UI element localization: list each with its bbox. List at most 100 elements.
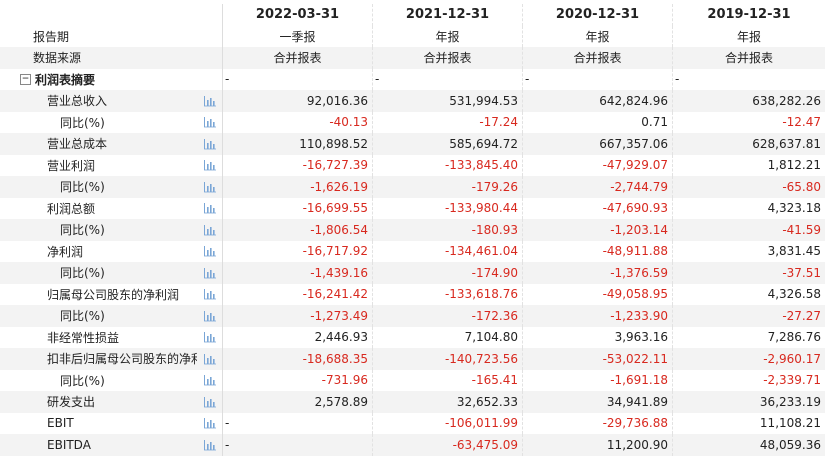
row-value-col-1: -16,241.42 <box>223 283 373 305</box>
row-label: 净利润 <box>47 244 84 259</box>
row-value-col-2: 531,994.53 <box>373 90 523 112</box>
row-value-col-2: -133,618.76 <box>373 283 523 305</box>
bar-chart-icon[interactable] <box>197 305 223 327</box>
period-col-3: 年报 <box>523 25 673 47</box>
row-value-col-3: -1,233.90 <box>523 305 673 327</box>
bar-chart-icon[interactable] <box>197 90 223 112</box>
bar-chart-icon[interactable] <box>197 133 223 155</box>
bar-chart-icon[interactable] <box>197 154 223 176</box>
row-value-col-3: -47,929.07 <box>523 154 673 176</box>
row-value-col-2: -140,723.56 <box>373 348 523 370</box>
row-value-col-2: -180.93 <box>373 219 523 241</box>
bar-chart-icon[interactable] <box>197 197 223 219</box>
row-value-col-1: -40.13 <box>223 111 373 133</box>
table-row[interactable]: 非经常性损益 2,446.93 7,104.80 3,963.16 7,286.76 <box>0 326 825 348</box>
bar-chart-icon[interactable] <box>197 262 223 284</box>
row-label: 非经常性损益 <box>47 330 120 345</box>
row-label: 同比(%) <box>60 309 105 324</box>
table-row[interactable]: 扣非后归属母公司股东的净利 -18,688.35 -140,723.56 -53,02… <box>0 348 825 370</box>
bar-chart-icon[interactable] <box>197 391 223 413</box>
row-value-col-4: -2,960.17 <box>763 351 821 366</box>
table-row[interactable]: 归属母公司股东的净利润 -16,241.42 -133,618.76 -49,058.… <box>0 283 825 305</box>
row-value-col-2: -133,980.44 <box>373 197 523 219</box>
row-value-col-3: -48,911.88 <box>523 240 673 262</box>
row-value-col-4: 1,812.21 <box>767 158 821 173</box>
table-row[interactable]: 同比(%) -1,806.54 -180.93 -1,203.14 -41.59 <box>0 219 825 241</box>
row-value-col-2: -134,461.04 <box>373 240 523 262</box>
row-value-col-2: -17.24 <box>373 111 523 133</box>
source-col-4: 合并报表 <box>724 51 773 66</box>
row-value-col-1: 2,446.93 <box>223 326 373 348</box>
bar-chart-icon[interactable] <box>197 434 223 456</box>
row-value-col-4: -37.51 <box>782 265 821 280</box>
row-value-col-1: 2,578.89 <box>223 391 373 413</box>
row-label: 同比(%) <box>60 115 105 130</box>
row-value-col-1: 92,016.36 <box>223 90 373 112</box>
row-value-col-3: 34,941.89 <box>523 391 673 413</box>
row-value-col-3: 642,824.96 <box>523 90 673 112</box>
date-col-3[interactable]: 2020-12-31 <box>523 4 673 26</box>
row-label: 同比(%) <box>60 373 105 388</box>
bar-chart-icon[interactable] <box>197 219 223 241</box>
row-value-col-4: -27.27 <box>782 308 821 323</box>
bar-chart-icon[interactable] <box>197 176 223 198</box>
table-row[interactable]: 营业总成本 110,898.52 585,694.72 667,357.06 628,6… <box>0 133 825 155</box>
date-col-4[interactable]: 2019-12-31 <box>707 7 791 23</box>
section-title: 利润表摘要 <box>35 72 96 87</box>
row-value-col-4: 7,286.76 <box>767 330 821 345</box>
bar-chart-icon[interactable] <box>197 412 223 434</box>
row-value-col-4: 628,637.81 <box>752 136 821 151</box>
row-value-col-4: 36,233.19 <box>759 394 821 409</box>
row-value-col-4: -41.59 <box>782 222 821 237</box>
row-label: EBIT <box>47 416 74 431</box>
row-value-col-1: - <box>223 412 373 434</box>
row-value-col-3: 667,357.06 <box>523 133 673 155</box>
table-row[interactable]: 同比(%) -40.13 -17.24 0.71 -12.47 <box>0 111 825 133</box>
table-row[interactable]: 营业利润 -16,727.39 -133,845.40 -47,929.07 1,812… <box>0 154 825 176</box>
table-row[interactable]: 同比(%) -1,626.19 -179.26 -2,744.79 -65.80 <box>0 176 825 198</box>
row-value-col-2: -172.36 <box>373 305 523 327</box>
source-col-3: 合并报表 <box>523 47 673 69</box>
header-date-row: 2022-03-31 2021-12-31 2020-12-31 2019-12… <box>0 4 825 26</box>
table-row[interactable]: EBIT - -106,011.99 -29,736.88 11,108.21 <box>0 412 825 434</box>
bar-chart-icon[interactable] <box>197 283 223 305</box>
row-label: 利润总额 <box>47 201 96 216</box>
row-value-col-3: 11,200.90 <box>523 434 673 456</box>
source-col-1: 合并报表 <box>223 47 373 69</box>
row-label: 归属母公司股东的净利润 <box>47 287 180 302</box>
table-row[interactable]: 同比(%) -731.96 -165.41 -1,691.18 -2,339.71 <box>0 369 825 391</box>
source-label: 数据来源 <box>33 51 82 66</box>
row-value-col-4: 4,323.18 <box>767 201 821 216</box>
row-value-col-1: -1,273.49 <box>223 305 373 327</box>
row-value-col-1: - <box>223 434 373 456</box>
period-col-1: 一季报 <box>223 25 373 47</box>
row-value-col-1: -16,717.92 <box>223 240 373 262</box>
row-value-col-1: -731.96 <box>223 369 373 391</box>
collapse-toggle-icon[interactable]: − <box>20 73 31 85</box>
row-label: 同比(%) <box>60 266 105 281</box>
bar-chart-icon[interactable] <box>197 326 223 348</box>
bar-chart-icon[interactable] <box>197 348 223 370</box>
row-value-col-3: -1,376.59 <box>523 262 673 284</box>
bar-chart-icon[interactable] <box>197 369 223 391</box>
bar-chart-icon[interactable] <box>197 240 223 262</box>
table-row[interactable]: 净利润 -16,717.92 -134,461.04 -48,911.88 3,831.… <box>0 240 825 262</box>
row-label: EBITDA <box>47 437 91 452</box>
table-row[interactable]: 同比(%) -1,439.16 -174.90 -1,376.59 -37.51 <box>0 262 825 284</box>
source-row: 数据来源 合并报表 合并报表 合并报表 合并报表 <box>0 47 825 69</box>
table-row[interactable]: 利润总额 -16,699.55 -133,980.44 -47,690.93 4,323… <box>0 197 825 219</box>
table-row[interactable]: 营业总收入 92,016.36 531,994.53 642,824.96 638,28… <box>0 90 825 112</box>
row-value-col-4: 4,326.58 <box>767 287 821 302</box>
date-col-1[interactable]: 2022-03-31 <box>223 4 373 26</box>
row-value-col-2: 585,694.72 <box>373 133 523 155</box>
bar-chart-icon[interactable] <box>197 111 223 133</box>
row-value-col-3: -1,203.14 <box>523 219 673 241</box>
row-value-col-1: -16,727.39 <box>223 154 373 176</box>
table-row[interactable]: 同比(%) -1,273.49 -172.36 -1,233.90 -27.27 <box>0 305 825 327</box>
period-col-4: 年报 <box>736 29 761 44</box>
table-row[interactable]: EBITDA - -63,475.09 11,200.90 48,059.36 <box>0 434 825 456</box>
row-value-col-2: 32,652.33 <box>373 391 523 413</box>
date-col-2[interactable]: 2021-12-31 <box>373 4 523 26</box>
row-value-col-4: -2,339.71 <box>763 373 821 388</box>
table-row[interactable]: 研发支出 2,578.89 32,652.33 34,941.89 36,233.19 <box>0 391 825 413</box>
